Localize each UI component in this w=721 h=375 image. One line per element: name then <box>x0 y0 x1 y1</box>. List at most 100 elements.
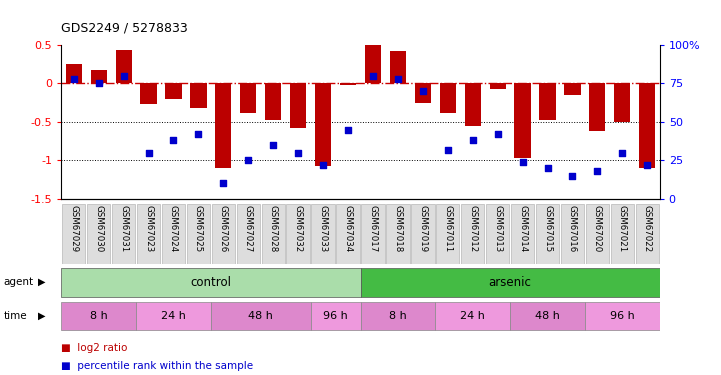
Text: GSM67014: GSM67014 <box>518 206 527 253</box>
Text: GSM67021: GSM67021 <box>618 206 627 253</box>
Point <box>417 88 428 94</box>
Bar <box>561 204 584 264</box>
Bar <box>360 302 435 330</box>
Point <box>342 127 354 133</box>
Text: 48 h: 48 h <box>535 311 560 321</box>
Text: GSM67011: GSM67011 <box>443 206 452 253</box>
Text: GSM67024: GSM67024 <box>169 206 178 253</box>
Point <box>267 142 279 148</box>
Point <box>193 131 204 137</box>
Bar <box>639 84 655 168</box>
Bar <box>212 204 235 264</box>
Text: 8 h: 8 h <box>389 311 407 321</box>
Bar <box>236 204 260 264</box>
Bar <box>539 84 556 120</box>
Text: GSM67018: GSM67018 <box>394 206 402 253</box>
Bar <box>61 268 360 297</box>
Bar <box>61 302 136 330</box>
Text: 8 h: 8 h <box>90 311 107 321</box>
Bar <box>66 64 82 84</box>
Text: GSM67020: GSM67020 <box>593 206 602 253</box>
Text: GSM67033: GSM67033 <box>319 206 327 253</box>
Point <box>467 137 479 143</box>
Point <box>541 165 553 171</box>
Bar <box>436 204 459 264</box>
Point <box>392 76 404 82</box>
Text: ▶: ▶ <box>38 277 45 287</box>
Point <box>168 137 180 143</box>
Bar <box>486 204 509 264</box>
Text: GSM67031: GSM67031 <box>119 206 128 253</box>
Text: ■  percentile rank within the sample: ■ percentile rank within the sample <box>61 362 253 371</box>
Text: 24 h: 24 h <box>460 311 485 321</box>
Text: 48 h: 48 h <box>248 311 273 321</box>
Bar <box>415 84 431 103</box>
Text: GSM67023: GSM67023 <box>144 206 153 253</box>
Bar <box>585 204 609 264</box>
Text: GSM67015: GSM67015 <box>543 206 552 253</box>
Bar <box>187 204 210 264</box>
Bar <box>390 51 406 84</box>
Text: agent: agent <box>4 277 34 287</box>
Text: GSM67030: GSM67030 <box>94 206 103 253</box>
Bar <box>115 50 132 84</box>
Bar <box>585 302 660 330</box>
Bar <box>62 204 86 264</box>
Bar <box>461 204 485 264</box>
Bar <box>265 84 281 120</box>
Point <box>616 150 628 156</box>
Bar <box>435 302 510 330</box>
Text: GSM67012: GSM67012 <box>468 206 477 253</box>
Bar <box>290 84 306 128</box>
Bar <box>286 204 310 264</box>
Bar <box>536 204 559 264</box>
Point <box>517 159 528 165</box>
Point <box>367 73 379 79</box>
Text: GSM67016: GSM67016 <box>568 206 577 253</box>
Point <box>642 162 653 168</box>
Bar <box>515 84 531 158</box>
Bar <box>360 268 660 297</box>
Point <box>242 158 254 164</box>
Text: GSM67019: GSM67019 <box>418 206 428 252</box>
Point <box>118 73 129 79</box>
Bar <box>511 204 534 264</box>
Text: control: control <box>190 276 231 289</box>
Text: ▶: ▶ <box>38 311 45 321</box>
Text: GSM67027: GSM67027 <box>244 206 253 253</box>
Text: GSM67026: GSM67026 <box>219 206 228 253</box>
Text: GSM67029: GSM67029 <box>69 206 79 252</box>
Text: GSM67028: GSM67028 <box>269 206 278 253</box>
Bar <box>311 302 360 330</box>
Bar <box>91 70 107 84</box>
Bar <box>211 302 311 330</box>
Bar <box>165 84 182 99</box>
Point <box>317 162 329 168</box>
Bar <box>490 84 505 89</box>
Point <box>567 172 578 179</box>
Bar <box>87 204 110 264</box>
Text: 96 h: 96 h <box>610 311 634 321</box>
Bar <box>311 204 335 264</box>
Bar <box>565 84 580 95</box>
Text: ■  log2 ratio: ■ log2 ratio <box>61 343 128 352</box>
Text: 24 h: 24 h <box>161 311 186 321</box>
Text: time: time <box>4 311 27 321</box>
Point <box>143 150 154 156</box>
Bar <box>190 84 206 108</box>
Text: GSM67013: GSM67013 <box>493 206 502 253</box>
Bar <box>589 84 606 131</box>
Bar <box>262 204 285 264</box>
Point <box>293 150 304 156</box>
Bar <box>361 204 385 264</box>
Text: GDS2249 / 5278833: GDS2249 / 5278833 <box>61 22 188 35</box>
Text: GSM67022: GSM67022 <box>642 206 652 253</box>
Text: GSM67032: GSM67032 <box>293 206 303 253</box>
Bar <box>510 302 585 330</box>
Point <box>68 76 79 82</box>
Bar <box>635 204 659 264</box>
Point <box>592 168 603 174</box>
Bar <box>136 302 211 330</box>
Bar <box>141 84 156 104</box>
Bar <box>315 84 331 166</box>
